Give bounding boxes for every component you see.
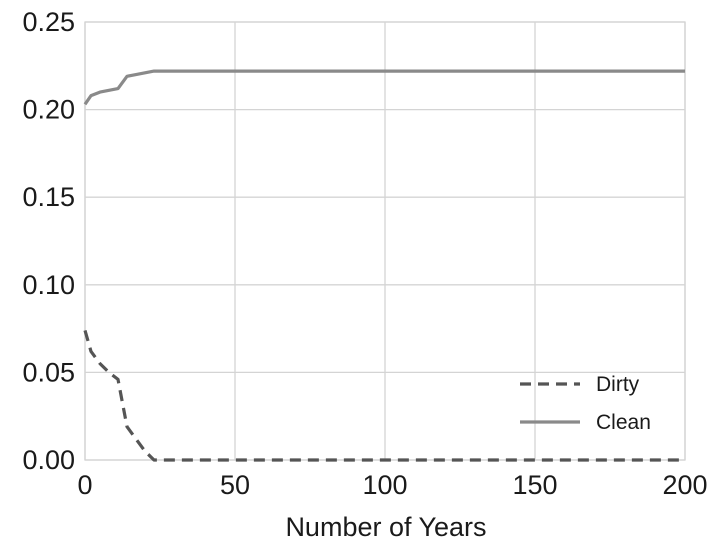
y-tick-label: 0.15	[22, 182, 75, 212]
legend: Dirty Clean	[520, 373, 651, 434]
tick-layer: 0 50 100 150 200 0.00 0.05 0.10 0.15 0.20 0.25	[22, 7, 707, 500]
x-tick-label: 200	[662, 470, 707, 500]
y-tick-label: 0.10	[22, 270, 75, 300]
y-tick-label: 0.20	[22, 95, 75, 125]
x-axis-title: Number of Years	[285, 512, 486, 542]
x-tick-label: 150	[512, 470, 557, 500]
series-line-clean	[83, 69, 685, 106]
x-tick-label: 50	[220, 470, 250, 500]
series-layer	[83, 69, 685, 462]
series-line-dirty	[83, 329, 685, 462]
y-tick-label: 0.00	[22, 445, 75, 475]
legend-label-clean: Clean	[596, 411, 651, 434]
y-tick-label: 0.05	[22, 357, 75, 387]
legend-label-dirty: Dirty	[596, 373, 640, 396]
x-tick-label: 0	[77, 470, 92, 500]
grid-layer	[84, 21, 686, 461]
x-tick-label: 100	[362, 470, 407, 500]
y-tick-label: 0.25	[22, 7, 75, 37]
